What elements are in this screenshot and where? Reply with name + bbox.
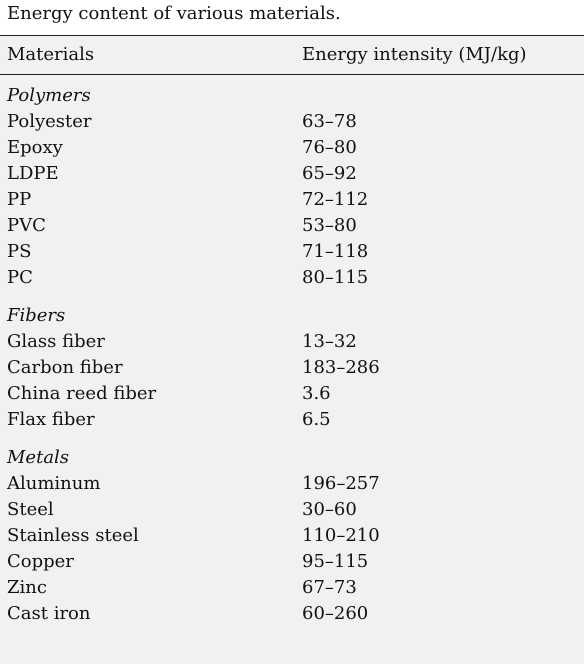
material-name: Glass fiber — [7, 331, 105, 352]
table-row: LDPE 65–92 — [0, 161, 584, 187]
material-name: Stainless steel — [7, 525, 139, 546]
table-row: China reed fiber 3.6 — [0, 381, 584, 407]
table-row: PP 72–112 — [0, 187, 584, 213]
material-name: PC — [7, 267, 33, 288]
header-materials: Materials — [7, 44, 95, 65]
table-row: PC 80–115 — [0, 265, 584, 291]
table-row: Glass fiber 13–32 — [0, 329, 584, 355]
material-name: Polyester — [7, 111, 92, 132]
energy-value: 13–32 — [302, 331, 357, 352]
table-row: PS 71–118 — [0, 239, 584, 265]
table-header: Materials Energy intensity (MJ/kg) — [0, 36, 584, 75]
material-name: PP — [7, 189, 32, 210]
material-name: Cast iron — [7, 603, 91, 624]
energy-value: 6.5 — [302, 409, 331, 430]
energy-value: 30–60 — [302, 499, 357, 520]
material-name: Epoxy — [7, 137, 63, 158]
table-body: Polymers Polyester 63–78 Epoxy 76–80 LDP… — [0, 83, 584, 627]
group-label: Polymers — [7, 85, 91, 106]
table-row: Copper 95–115 — [0, 549, 584, 575]
material-name: Steel — [7, 499, 54, 520]
group-label: Fibers — [7, 305, 66, 326]
material-name: PVC — [7, 215, 46, 236]
table-row: Epoxy 76–80 — [0, 135, 584, 161]
material-name: Copper — [7, 551, 74, 572]
table-row: Carbon fiber 183–286 — [0, 355, 584, 381]
group-heading-fibers: Fibers — [0, 303, 584, 329]
energy-value: 72–112 — [302, 189, 369, 210]
material-name: China reed fiber — [7, 383, 157, 404]
group-heading-metals: Metals — [0, 445, 584, 471]
energy-value: 80–115 — [302, 267, 369, 288]
material-name: LDPE — [7, 163, 59, 184]
table-row: Aluminum 196–257 — [0, 471, 584, 497]
page-bottom-band — [0, 642, 584, 664]
header-energy-intensity: Energy intensity (MJ/kg) — [302, 44, 527, 65]
energy-value: 76–80 — [302, 137, 357, 158]
energy-value: 183–286 — [302, 357, 380, 378]
table-row: Flax fiber 6.5 — [0, 407, 584, 433]
material-name: Carbon fiber — [7, 357, 123, 378]
table-row: PVC 53–80 — [0, 213, 584, 239]
table-row: Zinc 67–73 — [0, 575, 584, 601]
group-label: Metals — [7, 447, 70, 468]
energy-value: 3.6 — [302, 383, 331, 404]
energy-value: 53–80 — [302, 215, 357, 236]
table-row: Polyester 63–78 — [0, 109, 584, 135]
table-row: Stainless steel 110–210 — [0, 523, 584, 549]
energy-value: 95–115 — [302, 551, 369, 572]
table-row: Steel 30–60 — [0, 497, 584, 523]
material-name: Zinc — [7, 577, 47, 598]
table-caption: Energy content of various materials. — [7, 3, 341, 24]
energy-value: 110–210 — [302, 525, 380, 546]
energy-value: 71–118 — [302, 241, 369, 262]
energy-value: 65–92 — [302, 163, 357, 184]
energy-table: Materials Energy intensity (MJ/kg) Polym… — [0, 35, 584, 643]
material-name: Flax fiber — [7, 409, 95, 430]
energy-value: 67–73 — [302, 577, 357, 598]
energy-value: 196–257 — [302, 473, 380, 494]
material-name: Aluminum — [7, 473, 101, 494]
material-name: PS — [7, 241, 32, 262]
energy-value: 63–78 — [302, 111, 357, 132]
group-heading-polymers: Polymers — [0, 83, 584, 109]
table-row: Cast iron 60–260 — [0, 601, 584, 627]
energy-value: 60–260 — [302, 603, 369, 624]
